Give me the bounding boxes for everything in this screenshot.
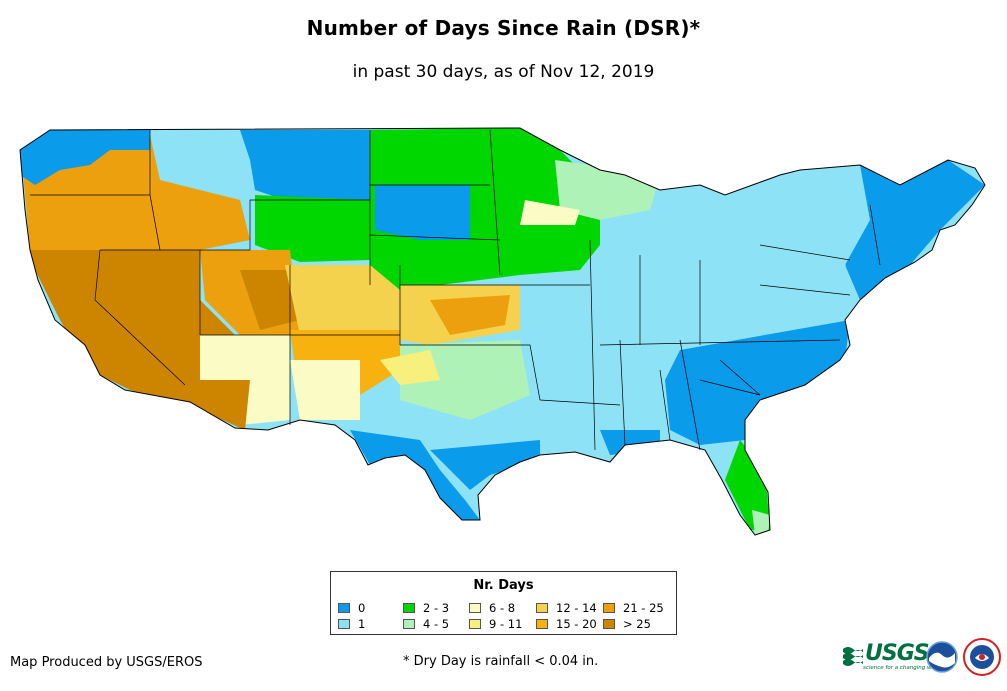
usgs-wordmark: USGS <box>865 641 930 666</box>
zone-wyoming <box>255 195 370 262</box>
zone-wisconsin-dry <box>520 200 580 225</box>
zone-montana <box>240 130 370 205</box>
zone-texas-gulf <box>430 440 540 490</box>
legend-label-1: 1 <box>358 617 366 631</box>
zone-southeast <box>665 320 850 445</box>
legend-label-0: 0 <box>358 601 366 615</box>
zone-utah-dry <box>240 270 300 330</box>
usgs-tagline: science for a changing world <box>863 665 943 671</box>
usgs-wave-icon <box>843 647 863 666</box>
legend-title: Nr. Days <box>473 578 534 593</box>
legend-swatch-0 <box>338 603 350 613</box>
dsr-map <box>19 127 986 536</box>
legend-label-8: 21 - 25 <box>623 601 664 615</box>
legend-item-3: 4 - 5 <box>403 618 449 630</box>
zone-colorado <box>285 265 400 335</box>
zone-new-england <box>845 160 985 300</box>
zone-new-mexico-s <box>290 360 360 420</box>
map-credit: Map Produced by USGS/EROS <box>10 655 203 670</box>
legend-label-6: 12 - 14 <box>556 601 597 615</box>
zone-tx-panhandle <box>380 350 440 385</box>
legend-label-7: 15 - 20 <box>556 617 597 631</box>
legend-item-1: 1 <box>338 618 365 630</box>
legend: Nr. Days 0 1 2 - 3 4 - 5 6 - 8 9 - 11 12… <box>330 571 677 635</box>
legend-item-5: 9 - 11 <box>469 618 522 630</box>
nws-logo-icon <box>963 638 1001 676</box>
map-title: Number of Days Since Rain (DSR)* <box>306 16 701 40</box>
zone-wa-coast <box>20 130 150 185</box>
zone-sw-arizona <box>190 380 250 430</box>
legend-swatch-5 <box>469 619 481 629</box>
legend-label-2: 2 - 3 <box>423 601 450 615</box>
legend-label-3: 4 - 5 <box>423 617 450 631</box>
legend-swatch-4 <box>469 603 481 613</box>
noaa-logo-icon <box>926 641 958 673</box>
map-subtitle: in past 30 days, as of Nov 12, 2019 <box>352 62 655 82</box>
legend-item-8: 21 - 25 <box>603 602 664 614</box>
legend-swatch-2 <box>403 603 415 613</box>
us-outline <box>19 127 986 536</box>
dsr-zones <box>20 128 985 535</box>
zone-pennsylvania <box>760 240 850 320</box>
legend-label-9: > 25 <box>623 617 651 631</box>
zone-kansas-dry <box>430 295 510 335</box>
state-borders <box>30 129 881 451</box>
legend-item-6: 12 - 14 <box>536 602 597 614</box>
zone-south-texas <box>350 430 480 520</box>
zone-northern-plains <box>370 128 600 290</box>
legend-item-7: 15 - 20 <box>536 618 597 630</box>
legend-item-0: 0 <box>338 602 365 614</box>
zone-south-florida <box>752 510 770 535</box>
legend-label-5: 9 - 11 <box>489 617 523 631</box>
legend-item-2: 2 - 3 <box>403 602 449 614</box>
legend-swatch-8 <box>603 603 615 613</box>
legend-swatch-1 <box>338 619 350 629</box>
legend-swatch-3 <box>403 619 415 629</box>
legend-swatch-6 <box>536 603 548 613</box>
usgs-logo: USGS science for a changing world <box>843 641 942 671</box>
zone-north-dakota-sd <box>375 185 470 240</box>
zone-california-nevada <box>25 250 250 420</box>
legend-swatch-7 <box>536 619 548 629</box>
dry-day-note: * Dry Day is rainfall < 0.04 in. <box>403 654 599 669</box>
legend-swatch-9 <box>603 619 615 629</box>
legend-item-4: 6 - 8 <box>469 602 515 614</box>
legend-item-9: > 25 <box>603 618 651 630</box>
legend-label-4: 6 - 8 <box>489 601 516 615</box>
